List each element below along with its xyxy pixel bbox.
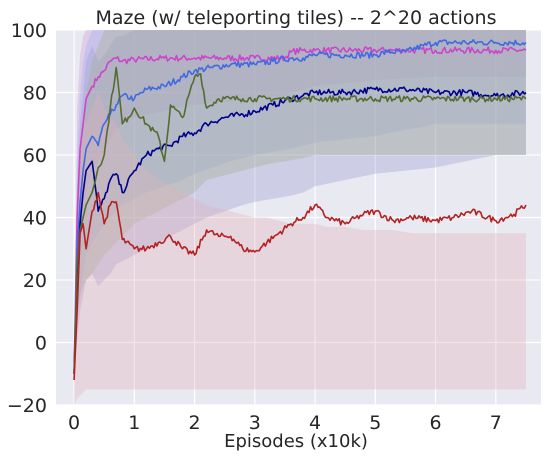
y-tick-label: 20 (23, 270, 47, 292)
chart-title: Maze (w/ teleporting tiles) -- 2^20 acti… (95, 7, 496, 29)
y-tick-label: 60 (23, 145, 47, 167)
x-axis-title: Episodes (x10k) (224, 431, 368, 452)
y-tick-label: 80 (23, 83, 47, 105)
x-tick-label: 1 (128, 412, 140, 434)
x-tick-label: 0 (68, 412, 80, 434)
confidence-band (74, 30, 526, 374)
y-tick-label: −20 (7, 395, 47, 417)
series-line (73, 191, 527, 381)
y-tick-labels: −20 0 20 40 60 80 100 (7, 20, 47, 417)
confidence-band (74, 30, 526, 374)
y-tick-label: 0 (35, 333, 47, 355)
series-line (73, 86, 527, 374)
y-tick-label: 40 (23, 208, 47, 230)
series-lines (73, 39, 527, 381)
confidence-band (74, 92, 526, 405)
confidence-band (74, 30, 526, 374)
series-line (73, 66, 527, 374)
confidence-bands (74, 30, 526, 405)
x-tick-labels: 0 1 2 3 4 5 6 7 (68, 412, 502, 434)
series-line (73, 46, 527, 374)
x-tick-label: 2 (189, 412, 201, 434)
x-tick-label: 6 (430, 412, 442, 434)
x-tick-label: 4 (309, 412, 321, 434)
x-tick-label: 7 (490, 412, 502, 434)
confidence-band (74, 30, 526, 374)
x-tick-label: 5 (369, 412, 381, 434)
series-line (73, 39, 527, 374)
x-tick-label: 3 (249, 412, 261, 434)
y-tick-label: 100 (11, 20, 47, 42)
grid (56, 29, 541, 406)
